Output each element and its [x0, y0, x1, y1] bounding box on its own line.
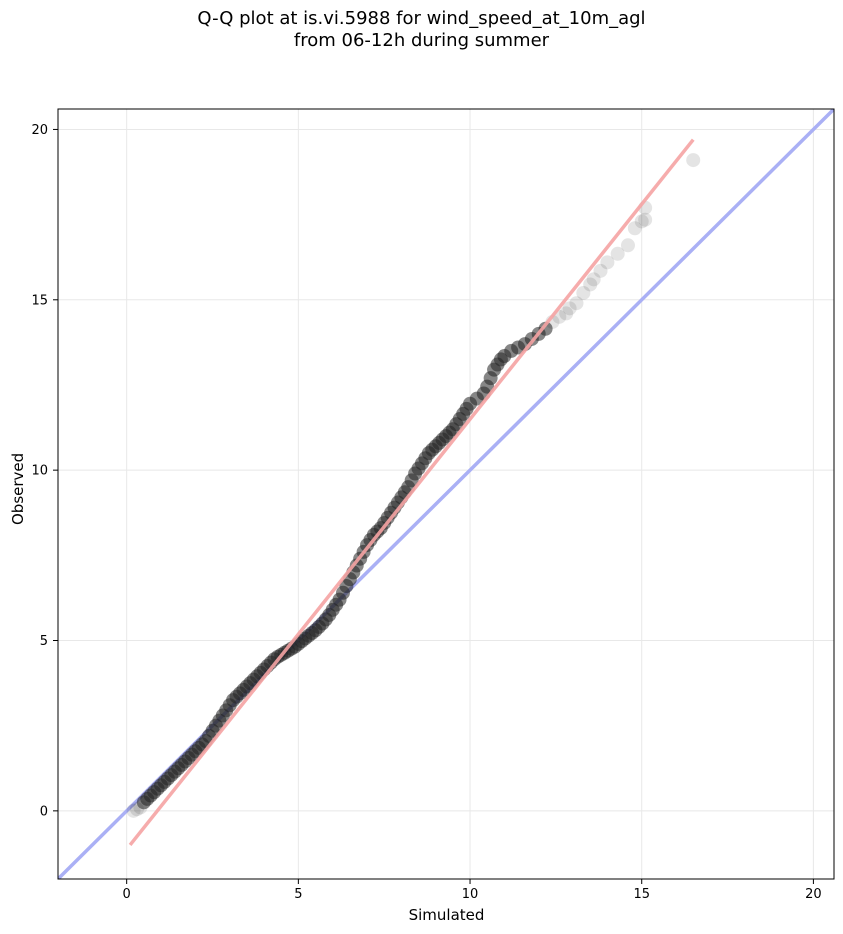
x-axis-label: Simulated: [408, 906, 485, 924]
x-tick-label: 0: [123, 887, 131, 902]
y-tick-label: 10: [31, 464, 48, 479]
x-tick-label: 10: [462, 887, 479, 902]
data-point: [627, 221, 642, 236]
x-tick-label: 15: [633, 887, 650, 902]
y-axis-label: Observed: [9, 452, 27, 525]
data-point: [569, 296, 584, 311]
data-point: [583, 277, 598, 292]
data-point: [576, 285, 591, 300]
x-tick-label: 20: [805, 887, 822, 902]
y-tick-label: 15: [31, 293, 48, 308]
chart-title-line-2: from 06-12h during summer: [293, 30, 550, 51]
data-point: [538, 321, 553, 336]
data-point: [586, 272, 601, 287]
data-point: [620, 238, 635, 253]
chart-title-line-1: Q-Q plot at is.vi.5988 for wind_speed_at…: [197, 8, 646, 29]
plot-frame: [57, 108, 835, 880]
data-point: [610, 246, 625, 261]
fit-line: [128, 138, 695, 847]
y-tick-label: 0: [40, 804, 48, 819]
y-tick-label: 20: [31, 123, 48, 138]
y-tick-label: 5: [40, 634, 48, 649]
data-point: [126, 803, 141, 818]
data-point: [686, 153, 701, 168]
data-point: [600, 255, 615, 270]
x-tick-label: 5: [294, 887, 302, 902]
data-point: [559, 306, 574, 321]
data-point: [562, 301, 577, 316]
data-point: [638, 212, 653, 227]
data-point: [593, 263, 608, 278]
data-point: [634, 214, 649, 229]
